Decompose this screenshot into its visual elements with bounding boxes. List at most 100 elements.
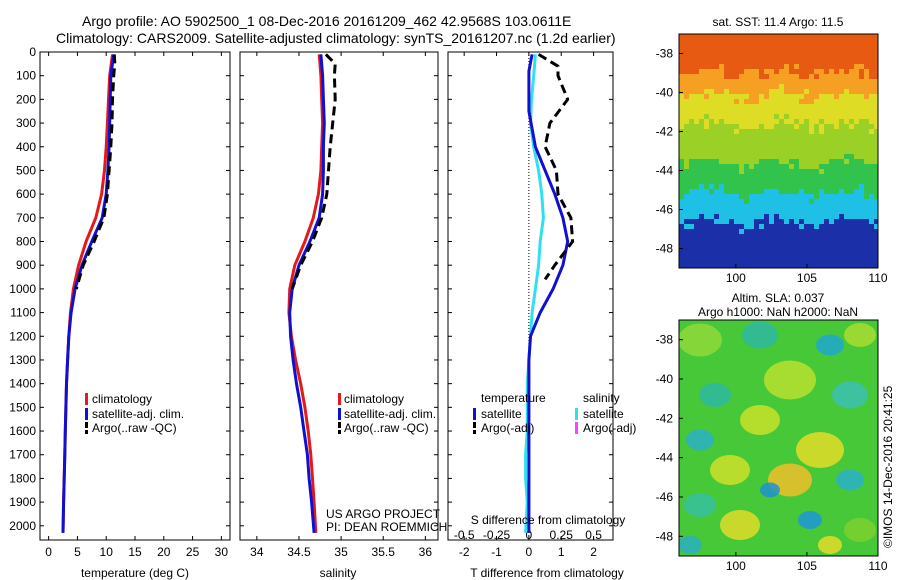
heatmap-cell bbox=[799, 149, 804, 154]
heatmap-cell bbox=[869, 169, 874, 174]
heatmap-cell bbox=[829, 79, 834, 84]
heatmap-cell bbox=[854, 89, 859, 94]
heatmap-cell bbox=[814, 39, 819, 44]
heatmap-cell bbox=[834, 199, 839, 204]
heatmap-cell bbox=[809, 224, 814, 229]
heatmap-cell bbox=[739, 184, 744, 189]
heatmap-cell bbox=[809, 94, 814, 99]
heatmap-cell bbox=[729, 244, 734, 249]
heatmap-cell bbox=[799, 114, 804, 119]
heatmap-cell bbox=[839, 49, 844, 54]
heatmap-cell bbox=[759, 104, 764, 109]
heatmap-cell bbox=[854, 239, 859, 244]
depth-tick-label: 1900 bbox=[9, 495, 36, 509]
heatmap-cell bbox=[779, 254, 784, 259]
heatmap-cell bbox=[739, 34, 744, 39]
heatmap-cell bbox=[824, 259, 829, 264]
heatmap-cell bbox=[759, 224, 764, 229]
heatmap-cell bbox=[834, 149, 839, 154]
heatmap-cell bbox=[854, 134, 859, 139]
heatmap-cell bbox=[784, 254, 789, 259]
heatmap-cell bbox=[704, 129, 709, 134]
heatmap-cell bbox=[854, 129, 859, 134]
heatmap-cell bbox=[714, 84, 719, 89]
heatmap-cell bbox=[784, 154, 789, 159]
heatmap-cell bbox=[809, 264, 814, 268]
heatmap-cell bbox=[774, 94, 779, 99]
heatmap-cell bbox=[864, 84, 869, 89]
heatmap-cell bbox=[769, 109, 774, 114]
heatmap-cell bbox=[709, 164, 714, 169]
heatmap-cell bbox=[789, 264, 794, 268]
heatmap-cell bbox=[699, 144, 704, 149]
heatmap-cell bbox=[819, 184, 824, 189]
heatmap-cell bbox=[779, 224, 784, 229]
heatmap-cell bbox=[724, 124, 729, 129]
heatmap-cell bbox=[729, 199, 734, 204]
heatmap-cell bbox=[839, 239, 844, 244]
heatmap-cell bbox=[679, 234, 684, 239]
heatmap-cell bbox=[844, 134, 849, 139]
heatmap-cell bbox=[694, 204, 699, 209]
heatmap-cell bbox=[794, 234, 799, 239]
heatmap-cell bbox=[719, 54, 724, 59]
depth-tick-label: 1100 bbox=[10, 306, 36, 320]
heatmap-cell bbox=[699, 134, 704, 139]
heatmap-cell bbox=[789, 94, 794, 99]
heatmap-cell bbox=[684, 239, 689, 244]
heatmap-cell bbox=[764, 254, 769, 259]
heatmap-cell bbox=[724, 184, 729, 189]
heatmap-cell bbox=[764, 134, 769, 139]
heatmap-cell bbox=[839, 219, 844, 224]
heatmap-cell bbox=[684, 244, 689, 249]
heatmap-cell bbox=[869, 244, 874, 249]
heatmap-cell bbox=[759, 149, 764, 154]
heatmap-cell bbox=[769, 214, 774, 219]
heatmap-cell bbox=[804, 59, 809, 64]
heatmap-cell bbox=[839, 114, 844, 119]
heatmap-cell bbox=[824, 209, 829, 214]
heatmap-cell bbox=[789, 244, 794, 249]
heatmap-cell bbox=[704, 239, 709, 244]
heatmap-cell bbox=[754, 219, 759, 224]
heatmap-cell bbox=[859, 224, 864, 229]
heatmap-cell bbox=[689, 229, 694, 234]
heatmap-cell bbox=[774, 69, 779, 74]
heatmap-cell bbox=[834, 204, 839, 209]
heatmap-cell bbox=[869, 239, 874, 244]
heatmap-cell bbox=[719, 259, 724, 264]
heatmap-cell bbox=[689, 114, 694, 119]
heatmap-cell bbox=[734, 134, 739, 139]
heatmap-cell bbox=[859, 184, 864, 189]
heatmap-cell bbox=[714, 259, 719, 264]
heatmap-cell bbox=[869, 99, 874, 104]
heatmap-cell bbox=[819, 149, 824, 154]
heatmap-cell bbox=[709, 54, 714, 59]
heatmap-cell bbox=[749, 184, 754, 189]
heatmap-cell bbox=[744, 199, 749, 204]
heatmap-cell bbox=[679, 179, 684, 184]
heatmap-cell bbox=[854, 139, 859, 144]
heatmap-cell bbox=[844, 244, 849, 249]
heatmap-cell bbox=[804, 79, 809, 84]
heatmap-cell bbox=[819, 164, 824, 169]
heatmap-cell bbox=[869, 229, 874, 234]
heatmap-cell bbox=[694, 99, 699, 104]
heatmap-cell bbox=[789, 134, 794, 139]
heatmap-cell bbox=[814, 189, 819, 194]
heatmap-cell bbox=[714, 194, 719, 199]
heatmap-cell bbox=[809, 154, 814, 159]
heatmap-cell bbox=[779, 239, 784, 244]
heatmap-cell bbox=[824, 34, 829, 39]
heatmap-cell bbox=[724, 94, 729, 99]
heatmap-cell bbox=[759, 244, 764, 249]
heatmap-cell bbox=[774, 114, 779, 119]
legend-swatch-argo-2 bbox=[338, 430, 341, 434]
heatmap-cell bbox=[769, 69, 774, 74]
heatmap-cell bbox=[829, 244, 834, 249]
heatmap-cell bbox=[734, 89, 739, 94]
s-tick-label: -0.5 bbox=[454, 528, 475, 542]
heatmap-cell bbox=[829, 124, 834, 129]
heatmap-cell bbox=[744, 124, 749, 129]
heatmap-cell bbox=[774, 74, 779, 79]
